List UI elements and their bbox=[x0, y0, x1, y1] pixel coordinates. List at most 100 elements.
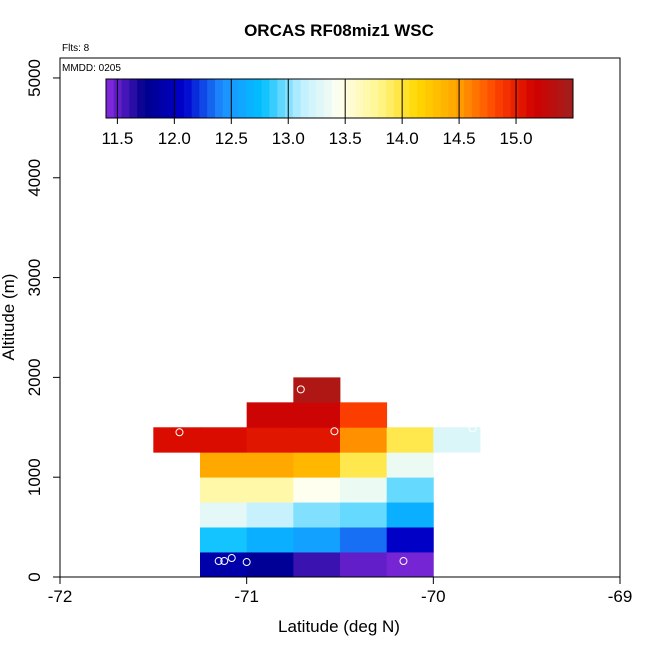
heatmap-cell bbox=[293, 527, 341, 553]
colorbar-segment bbox=[487, 79, 496, 118]
chart-title: ORCAS RF08miz1 WSC bbox=[244, 21, 434, 40]
heatmap-cell bbox=[200, 452, 248, 478]
heatmap-cell bbox=[246, 502, 294, 528]
heatmap-cell bbox=[386, 427, 434, 453]
colorbar-tick-label: 14.0 bbox=[386, 129, 419, 148]
colorbar-segment bbox=[253, 79, 263, 118]
colorbar-segment bbox=[557, 79, 566, 118]
colorbar-segment bbox=[246, 79, 255, 118]
heatmap-cell bbox=[386, 452, 434, 478]
colorbar-segment bbox=[269, 79, 278, 118]
heatmap-cell bbox=[386, 502, 434, 528]
colorbar: 11.5 12.0 12.5 13.0 13.5 14.0 14.5 15.0 bbox=[101, 78, 574, 148]
colorbar-tick-label: 13.5 bbox=[329, 129, 362, 148]
colorbar-segment bbox=[432, 79, 442, 118]
observation-point bbox=[175, 428, 184, 437]
heatmap-cell bbox=[200, 527, 248, 553]
date-annotation: MMDD: 0205 bbox=[62, 63, 121, 74]
colorbar-segment bbox=[417, 79, 426, 118]
colorbar-segment bbox=[440, 79, 449, 118]
colorbar-segment bbox=[526, 79, 535, 118]
heatmap-cell bbox=[246, 452, 294, 478]
x-axis: -72 -71 -70 -69 bbox=[48, 577, 632, 606]
colorbar-segment bbox=[370, 79, 379, 118]
colorbar-segment bbox=[106, 79, 115, 118]
colorbar-segment bbox=[152, 79, 161, 118]
x-tick-label: -71 bbox=[234, 587, 259, 606]
colorbar-segment bbox=[121, 79, 130, 118]
colorbar-segment bbox=[300, 79, 309, 118]
heatmap-cell bbox=[340, 527, 388, 553]
y-axis-label: Altitude (m) bbox=[0, 274, 18, 361]
colorbar-segment bbox=[386, 79, 395, 118]
colorbar-frame bbox=[105, 78, 574, 119]
colorbar-segment bbox=[362, 79, 372, 118]
heatmap-cell bbox=[293, 377, 341, 403]
observation-point bbox=[220, 557, 229, 566]
colorbar-segment bbox=[238, 79, 247, 118]
heatmap-cell bbox=[200, 477, 248, 503]
colorbar-segment bbox=[339, 79, 348, 118]
heatmap-cell bbox=[340, 552, 388, 578]
heatmap-cell bbox=[293, 502, 341, 528]
flights-annotation: Flts: 8 bbox=[62, 43, 90, 54]
x-tick-label: -72 bbox=[48, 587, 73, 606]
heatmap-cell bbox=[386, 527, 434, 553]
heatmap-cell bbox=[246, 527, 294, 553]
plot-frame bbox=[59, 57, 621, 578]
colorbar-segment bbox=[129, 79, 138, 118]
heatmap-cell bbox=[340, 402, 388, 428]
observation-point bbox=[468, 424, 477, 433]
colorbar-tick-label: 11.5 bbox=[101, 129, 133, 148]
colorbar-segment bbox=[137, 79, 146, 118]
colorbar-segment bbox=[176, 79, 185, 118]
colorbar-segment bbox=[168, 79, 177, 118]
colorbar-segment bbox=[565, 79, 574, 118]
colorbar-segment bbox=[331, 79, 340, 118]
heatmap-cell bbox=[386, 552, 434, 578]
observation-point bbox=[227, 554, 236, 563]
colorbar-segment bbox=[261, 79, 270, 118]
colorbar-segment bbox=[425, 79, 434, 118]
x-axis-label: Latitude (deg N) bbox=[278, 617, 400, 636]
observation-point bbox=[296, 385, 305, 394]
colorbar-segment bbox=[183, 79, 193, 118]
colorbar-segment bbox=[510, 79, 519, 118]
heatmap-cell bbox=[246, 477, 294, 503]
observation-points bbox=[175, 385, 477, 567]
colorbar-segment bbox=[308, 79, 317, 118]
y-axis: 0 1000 2000 3000 4000 5000 bbox=[25, 59, 60, 582]
colorbar-segment bbox=[534, 79, 543, 118]
colorbar-segment bbox=[549, 79, 558, 118]
observation-point bbox=[330, 427, 339, 436]
y-tick-label: 2000 bbox=[25, 358, 44, 396]
heatmap-cell bbox=[246, 552, 294, 578]
heatmap-cell bbox=[386, 477, 434, 503]
heatmap-cells bbox=[153, 377, 481, 578]
colorbar-segment bbox=[409, 79, 418, 118]
heatmap-cell bbox=[246, 427, 294, 453]
heatmap-cell bbox=[433, 427, 481, 453]
colorbar-segment bbox=[316, 79, 325, 118]
observation-point bbox=[242, 558, 251, 567]
heatmap-cell bbox=[293, 477, 341, 503]
heatmap-cell bbox=[293, 427, 341, 453]
heatmap-cell bbox=[293, 402, 341, 428]
y-tick-label: 5000 bbox=[25, 59, 44, 97]
colorbar-segment bbox=[160, 79, 169, 118]
colorbar-segment bbox=[277, 79, 286, 118]
y-tick-label: 0 bbox=[25, 572, 44, 581]
heatmap-cell bbox=[246, 402, 294, 428]
colorbar-segment bbox=[230, 79, 239, 118]
colorbar-tick-label: 13.0 bbox=[272, 129, 305, 148]
colorbar-segment bbox=[214, 79, 224, 118]
heatmap-cell bbox=[200, 427, 248, 453]
colorbar-segment bbox=[323, 79, 333, 118]
heatmap-cell bbox=[200, 502, 248, 528]
heatmap-cell bbox=[340, 502, 388, 528]
observation-point bbox=[214, 557, 223, 566]
colorbar-tick-label: 15.0 bbox=[500, 129, 533, 148]
colorbar-segment bbox=[347, 79, 356, 118]
colorbar-segment bbox=[502, 79, 512, 118]
